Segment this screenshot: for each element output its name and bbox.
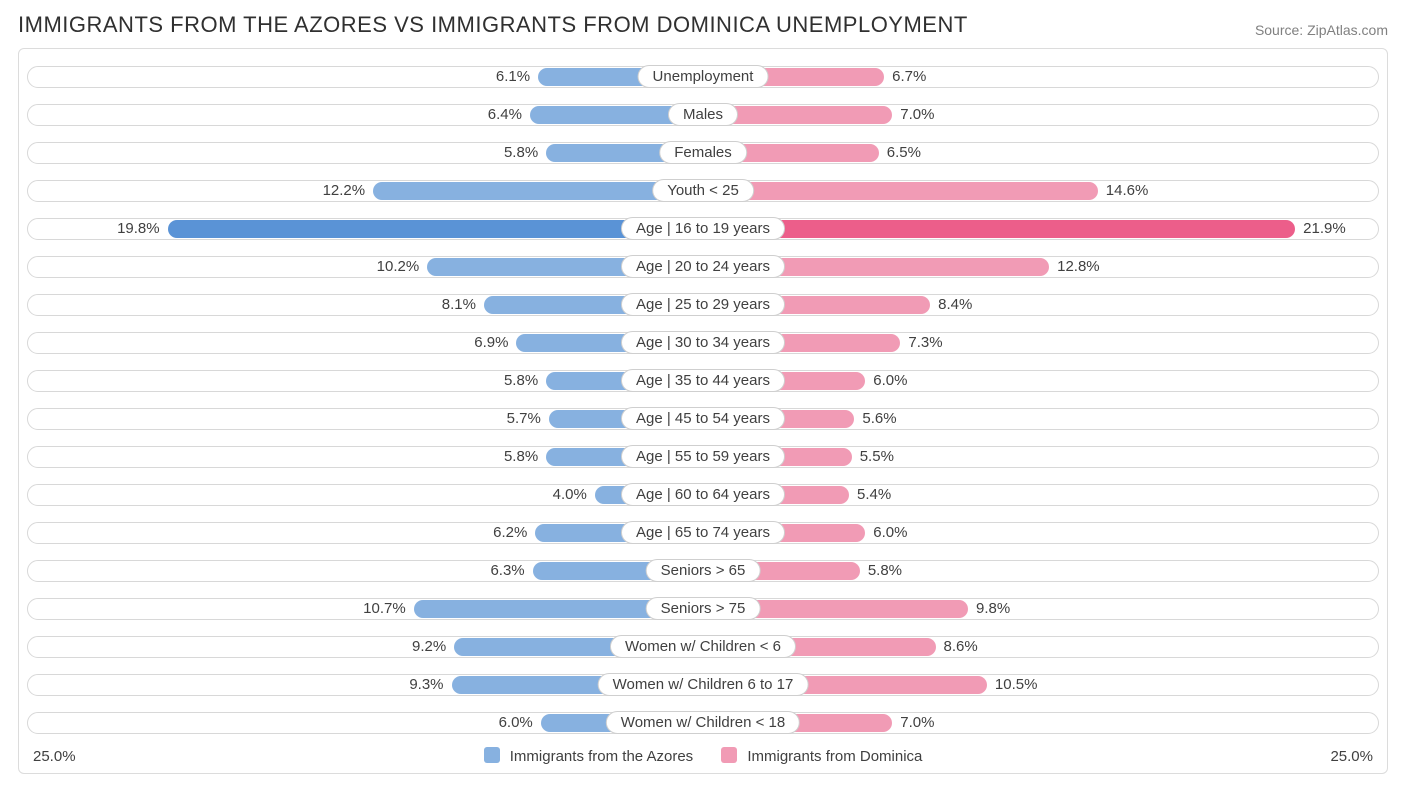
category-label: Age | 45 to 54 years: [621, 407, 785, 430]
value-left: 6.4%: [488, 104, 522, 126]
chart-row: 6.3% 5.8% Seniors > 65: [27, 553, 1379, 588]
value-left: 6.2%: [493, 522, 527, 544]
category-label: Seniors > 75: [646, 597, 761, 620]
value-left: 19.8%: [117, 218, 160, 240]
value-right: 7.3%: [908, 332, 942, 354]
diverging-bar-chart: 6.1% 6.7% Unemployment 6.4% 7.0% Males 5.8% 6.5…: [18, 48, 1388, 774]
category-label: Youth < 25: [652, 179, 754, 202]
legend-swatch-left: [484, 747, 500, 763]
category-label: Age | 30 to 34 years: [621, 331, 785, 354]
value-right: 21.9%: [1303, 218, 1346, 240]
value-left: 9.2%: [412, 636, 446, 658]
category-label: Unemployment: [638, 65, 769, 88]
value-right: 6.0%: [873, 370, 907, 392]
legend-swatch-right: [721, 747, 737, 763]
chart-row: 6.4% 7.0% Males: [27, 97, 1379, 132]
category-label: Age | 35 to 44 years: [621, 369, 785, 392]
value-left: 6.1%: [496, 66, 530, 88]
chart-row: 6.1% 6.7% Unemployment: [27, 59, 1379, 94]
chart-row: 12.2% 14.6% Youth < 25: [27, 173, 1379, 208]
category-label: Women w/ Children < 18: [606, 711, 800, 734]
value-right: 6.5%: [887, 142, 921, 164]
value-left: 5.7%: [507, 408, 541, 430]
chart-row: 9.2% 8.6% Women w/ Children < 6: [27, 629, 1379, 664]
value-right: 5.4%: [857, 484, 891, 506]
chart-row: 6.9% 7.3% Age | 30 to 34 years: [27, 325, 1379, 360]
value-left: 4.0%: [553, 484, 587, 506]
chart-row: 4.0% 5.4% Age | 60 to 64 years: [27, 477, 1379, 512]
value-left: 5.8%: [504, 142, 538, 164]
chart-row: 5.8% 6.0% Age | 35 to 44 years: [27, 363, 1379, 398]
value-right: 5.6%: [862, 408, 896, 430]
value-right: 7.0%: [900, 104, 934, 126]
value-right: 12.8%: [1057, 256, 1100, 278]
legend-item-right: Immigrants from Dominica: [721, 747, 922, 765]
category-label: Seniors > 65: [646, 559, 761, 582]
category-label: Females: [659, 141, 747, 164]
value-left: 6.0%: [499, 712, 533, 734]
chart-title: IMMIGRANTS FROM THE AZORES VS IMMIGRANTS…: [18, 12, 968, 38]
value-right: 5.8%: [868, 560, 902, 582]
value-right: 14.6%: [1106, 180, 1149, 202]
chart-row: 8.1% 8.4% Age | 25 to 29 years: [27, 287, 1379, 322]
value-left: 5.8%: [504, 370, 538, 392]
category-label: Males: [668, 103, 738, 126]
category-label: Women w/ Children 6 to 17: [598, 673, 809, 696]
chart-row: 6.2% 6.0% Age | 65 to 74 years: [27, 515, 1379, 550]
category-label: Age | 25 to 29 years: [621, 293, 785, 316]
value-left: 10.2%: [377, 256, 420, 278]
value-right: 8.4%: [938, 294, 972, 316]
value-right: 6.0%: [873, 522, 907, 544]
legend: Immigrants from the Azores Immigrants fr…: [484, 747, 923, 765]
chart-row: 19.8% 21.9% Age | 16 to 19 years: [27, 211, 1379, 246]
value-right: 9.8%: [976, 598, 1010, 620]
value-left: 6.9%: [474, 332, 508, 354]
legend-item-left: Immigrants from the Azores: [484, 747, 694, 765]
value-right: 8.6%: [944, 636, 978, 658]
chart-row: 5.7% 5.6% Age | 45 to 54 years: [27, 401, 1379, 436]
value-left: 5.8%: [504, 446, 538, 468]
chart-row: 10.2% 12.8% Age | 20 to 24 years: [27, 249, 1379, 284]
chart-row: 10.7% 9.8% Seniors > 75: [27, 591, 1379, 626]
axis-row: 25.0% Immigrants from the Azores Immigra…: [19, 743, 1387, 765]
bar-right: [703, 220, 1295, 238]
chart-row: 6.0% 7.0% Women w/ Children < 18: [27, 705, 1379, 740]
chart-row: 9.3% 10.5% Women w/ Children 6 to 17: [27, 667, 1379, 702]
value-right: 6.7%: [892, 66, 926, 88]
category-label: Age | 60 to 64 years: [621, 483, 785, 506]
value-right: 7.0%: [900, 712, 934, 734]
bar-right: [703, 182, 1098, 200]
chart-row: 5.8% 6.5% Females: [27, 135, 1379, 170]
value-right: 5.5%: [860, 446, 894, 468]
axis-right-max: 25.0%: [1330, 748, 1373, 765]
category-label: Age | 16 to 19 years: [621, 217, 785, 240]
value-left: 8.1%: [442, 294, 476, 316]
value-left: 10.7%: [363, 598, 406, 620]
category-label: Age | 20 to 24 years: [621, 255, 785, 278]
value-left: 9.3%: [409, 674, 443, 696]
axis-left-max: 25.0%: [33, 748, 76, 765]
source-attribution: Source: ZipAtlas.com: [1255, 22, 1388, 38]
value-left: 12.2%: [323, 180, 366, 202]
category-label: Age | 65 to 74 years: [621, 521, 785, 544]
chart-row: 5.8% 5.5% Age | 55 to 59 years: [27, 439, 1379, 474]
value-right: 10.5%: [995, 674, 1038, 696]
value-left: 6.3%: [490, 560, 524, 582]
category-label: Women w/ Children < 6: [610, 635, 796, 658]
category-label: Age | 55 to 59 years: [621, 445, 785, 468]
